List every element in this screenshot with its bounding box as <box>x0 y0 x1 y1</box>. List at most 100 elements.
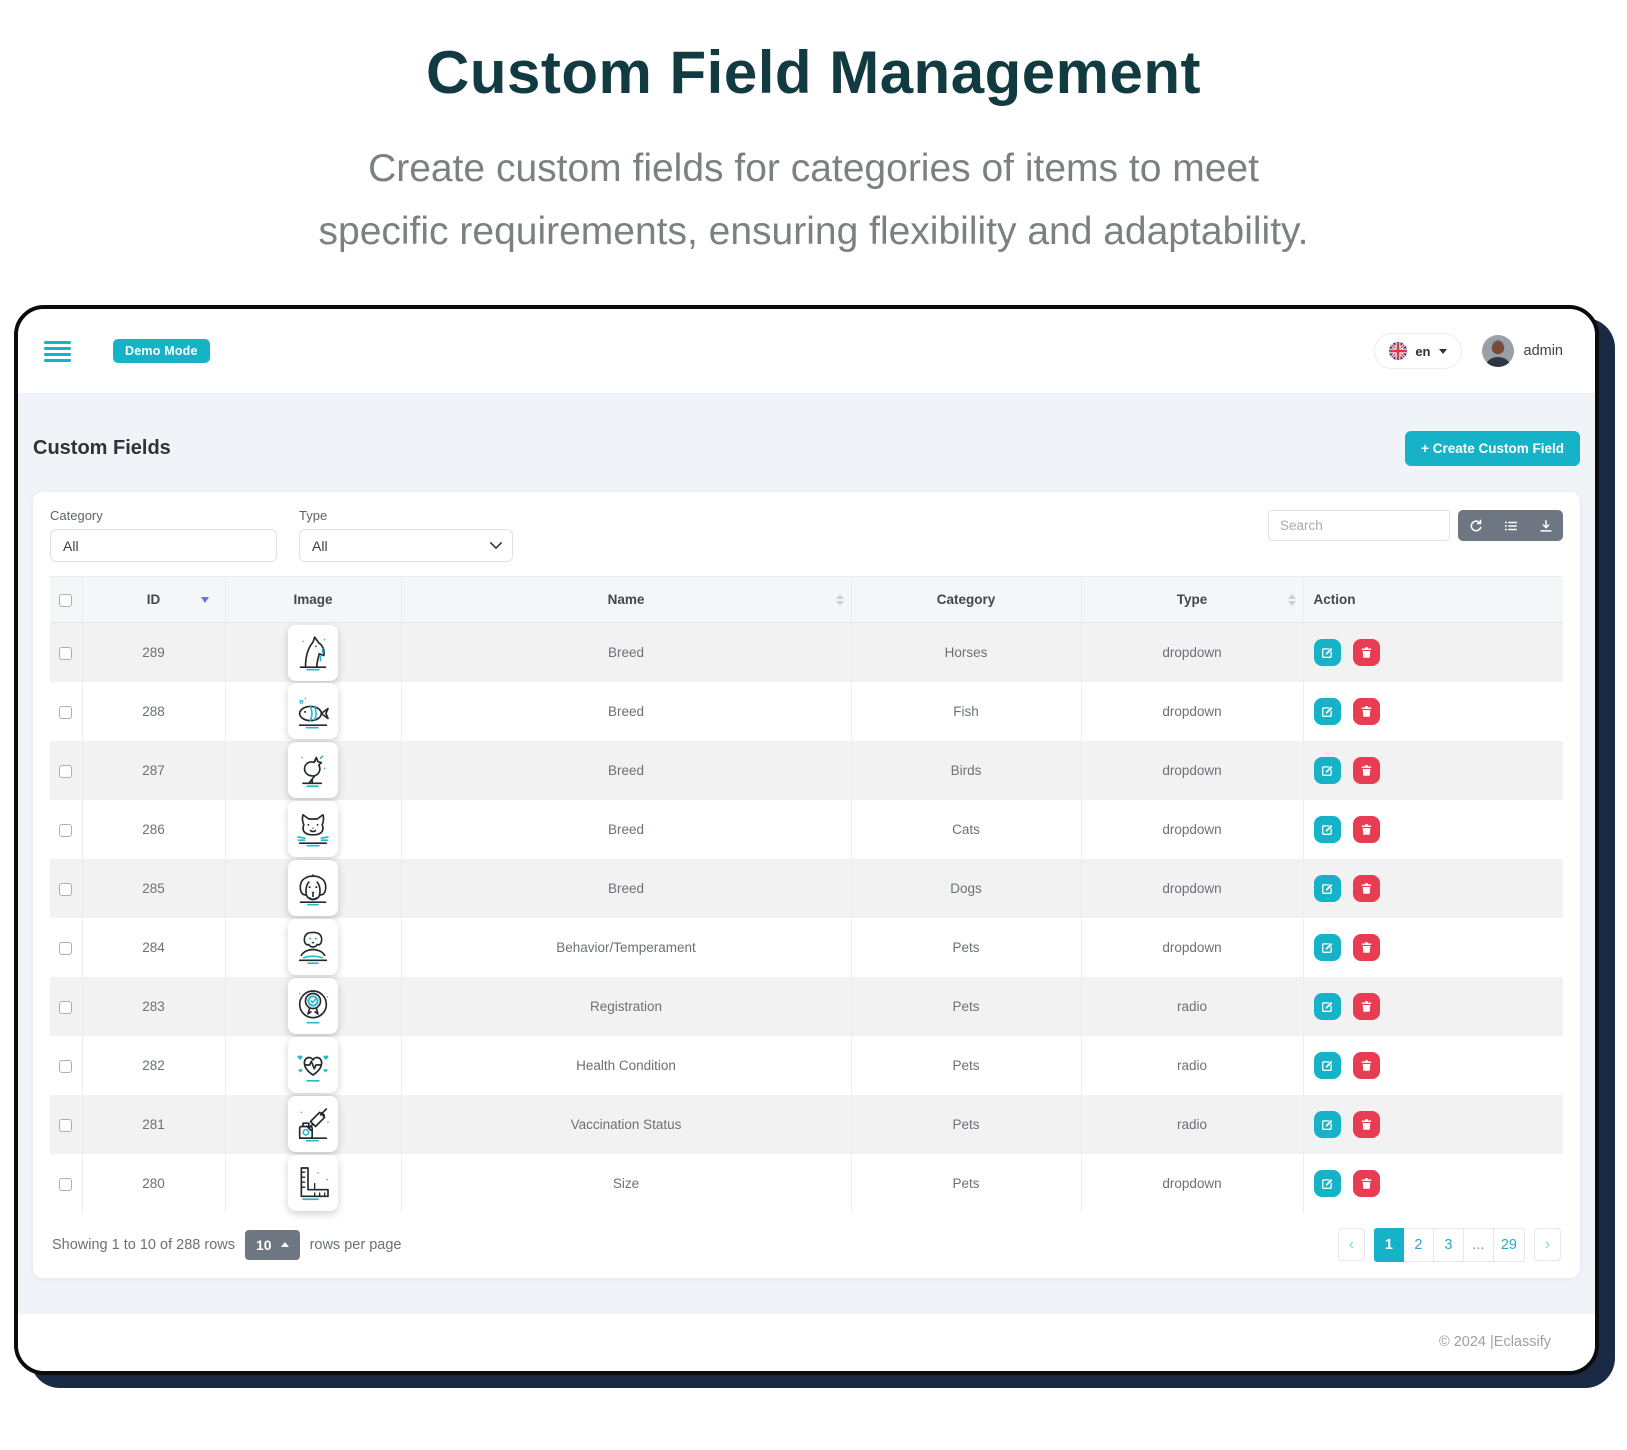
table-row: 289 Breed Horses dropdown <box>50 622 1563 682</box>
edit-button[interactable] <box>1313 815 1341 843</box>
delete-button[interactable] <box>1353 933 1381 961</box>
row-name: Vaccination Status <box>400 1094 851 1154</box>
type-filter-label: Type <box>299 508 328 524</box>
row-checkbox[interactable] <box>59 1177 73 1191</box>
pagination-page-29[interactable]: 29 <box>1493 1227 1525 1262</box>
row-checkbox[interactable] <box>59 823 73 837</box>
edit-button[interactable] <box>1313 1110 1341 1138</box>
pagination-page-3[interactable]: 3 <box>1433 1227 1464 1262</box>
create-custom-field-button[interactable]: + Create Custom Field <box>1405 431 1580 467</box>
table-row: 283 Registration Pets radio <box>50 976 1563 1036</box>
row-name: Behavior/Temperament <box>400 917 851 977</box>
row-id: 289 <box>81 622 225 682</box>
hamburger-icon[interactable] <box>44 340 71 362</box>
row-checkbox[interactable] <box>59 941 73 955</box>
row-id: 280 <box>81 1153 225 1213</box>
main-content: Custom Fields + Create Custom Field Cate… <box>18 393 1595 1314</box>
delete-button[interactable] <box>1353 697 1381 725</box>
pagination: ‹ 1 2 3... 29 › <box>1337 1227 1561 1262</box>
trash-icon <box>1362 1001 1372 1012</box>
delete-button[interactable] <box>1353 992 1381 1020</box>
row-checkbox[interactable] <box>59 882 73 896</box>
pagination-prev-button[interactable]: ‹ <box>1337 1228 1365 1262</box>
edit-button[interactable] <box>1313 756 1341 784</box>
export-button[interactable] <box>1528 510 1563 541</box>
column-header-action: Action <box>1302 576 1563 624</box>
row-category: Horses <box>850 622 1081 682</box>
row-id: 287 <box>81 740 225 800</box>
edit-icon <box>1321 1178 1332 1189</box>
type-filter-value: All <box>299 529 513 563</box>
edit-button[interactable] <box>1313 933 1341 961</box>
window-footer: © 2024 |Eclassify <box>18 1313 1595 1371</box>
pagination-next-button[interactable]: › <box>1534 1228 1561 1262</box>
trash-icon <box>1362 1178 1372 1189</box>
columns-button[interactable] <box>1493 510 1528 541</box>
pagination-page-1[interactable]: 1 <box>1373 1227 1404 1262</box>
language-selector[interactable]: en <box>1374 333 1462 370</box>
row-checkbox[interactable] <box>59 1000 73 1014</box>
delete-button[interactable] <box>1353 1169 1381 1197</box>
refresh-button[interactable] <box>1458 510 1493 541</box>
app-window: Demo Mode en admin Custom Fields + Creat… <box>14 305 1599 1375</box>
row-type: radio <box>1080 1094 1303 1154</box>
row-checkbox[interactable] <box>59 647 73 661</box>
row-name: Breed <box>400 799 851 859</box>
trash-icon <box>1362 1060 1372 1071</box>
edit-button[interactable] <box>1313 697 1341 725</box>
category-filter-input[interactable] <box>50 529 277 563</box>
syringe-icon <box>288 1096 338 1153</box>
delete-button[interactable] <box>1353 639 1381 667</box>
table-row: 287 Breed Birds dropdown <box>50 740 1563 800</box>
refresh-icon <box>1470 519 1481 532</box>
row-id: 281 <box>81 1094 225 1154</box>
row-type: dropdown <box>1080 1153 1303 1213</box>
pagination-page-2[interactable]: 2 <box>1403 1227 1434 1262</box>
row-category: Pets <box>850 917 1081 977</box>
ruler-icon <box>288 1155 338 1212</box>
row-id: 285 <box>81 858 225 918</box>
delete-button[interactable] <box>1353 874 1381 902</box>
edit-icon <box>1321 706 1332 717</box>
page-size-dropdown[interactable]: 10 <box>244 1229 300 1260</box>
dog-hand-icon <box>288 919 338 976</box>
edit-button[interactable] <box>1313 992 1341 1020</box>
edit-button[interactable] <box>1313 1169 1341 1197</box>
row-category: Pets <box>850 1035 1081 1095</box>
edit-button[interactable] <box>1313 1051 1341 1079</box>
row-id: 288 <box>81 681 225 741</box>
search-input[interactable] <box>1268 510 1450 542</box>
delete-button[interactable] <box>1353 815 1381 843</box>
delete-button[interactable] <box>1353 1110 1381 1138</box>
bird-icon <box>288 742 338 799</box>
table-footer: Showing 1 to 10 of 288 rows 10 rows per … <box>50 1227 1563 1266</box>
table-body: 289 Breed Horses dropdown <box>50 622 1563 1213</box>
row-checkbox[interactable] <box>59 705 73 719</box>
page-title: Custom Field Management <box>426 39 1201 106</box>
pagination-ellipsis[interactable]: ... <box>1463 1227 1494 1262</box>
column-header-id[interactable]: ID <box>81 576 225 624</box>
column-header-type[interactable]: Type <box>1080 576 1303 624</box>
delete-button[interactable] <box>1353 756 1381 784</box>
page-subtitle-line1: Create custom fields for categories of i… <box>368 147 1259 190</box>
user-menu[interactable]: admin <box>1481 335 1563 368</box>
row-type: dropdown <box>1080 799 1303 859</box>
edit-icon <box>1321 1001 1332 1012</box>
edit-button[interactable] <box>1313 639 1341 667</box>
select-all-checkbox[interactable] <box>59 594 73 608</box>
column-header-image: Image <box>224 576 401 624</box>
row-id: 283 <box>81 976 225 1036</box>
edit-icon <box>1321 1060 1332 1071</box>
row-checkbox[interactable] <box>59 764 73 778</box>
section-title: Custom Fields <box>33 437 171 460</box>
edit-icon <box>1321 1119 1332 1130</box>
column-header-name[interactable]: Name <box>400 576 851 624</box>
table-row: 282 Health Condition Pets radio <box>50 1035 1563 1095</box>
type-filter-select[interactable]: All <box>299 529 513 563</box>
row-checkbox[interactable] <box>59 1118 73 1132</box>
row-checkbox[interactable] <box>59 1059 73 1073</box>
row-category: Cats <box>850 799 1081 859</box>
heart-ecg-icon <box>288 1037 338 1094</box>
edit-button[interactable] <box>1313 874 1341 902</box>
delete-button[interactable] <box>1353 1051 1381 1079</box>
